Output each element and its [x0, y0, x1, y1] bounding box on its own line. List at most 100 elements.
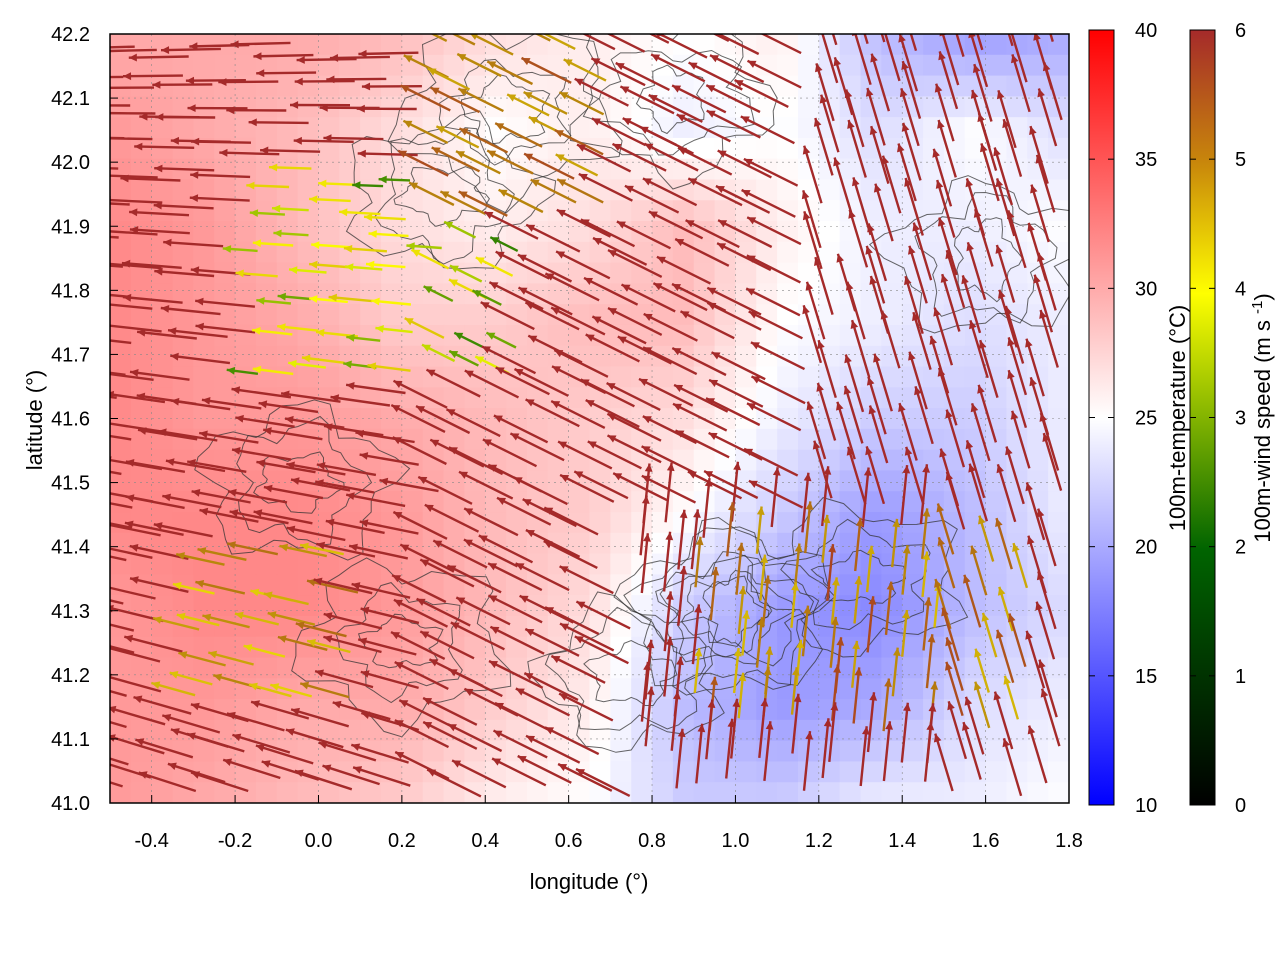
wind-arrow: [962, 721, 982, 780]
temperature-cell: [235, 221, 257, 243]
wind-arrow: [392, 436, 447, 466]
temperature-cell: [276, 54, 299, 77]
temperature-cell: [631, 615, 653, 638]
temperature-cell: [276, 657, 299, 679]
temperature-cell: [756, 761, 778, 783]
temperature-cell: [818, 782, 841, 803]
temperature-cell: [235, 782, 257, 803]
wind-arrow: [801, 472, 812, 533]
wind-arrow: [828, 702, 839, 763]
wind-arrow: [575, 767, 631, 797]
temperature-cell: [464, 75, 486, 97]
wind-arrow: [965, 439, 986, 499]
temperature-cell: [506, 615, 528, 638]
temperature-cell: [589, 615, 611, 638]
temperature-cell: [381, 345, 403, 368]
wind-arrow: [110, 547, 153, 559]
temperature-cell: [839, 719, 862, 742]
wind-arrow: [706, 301, 762, 331]
wind-arrow: [110, 599, 124, 605]
temperature-cell: [401, 761, 424, 783]
temperature-cell: [797, 34, 820, 56]
x-tick-label: -0.2: [218, 830, 252, 852]
temperature-cell: [255, 262, 278, 284]
temperature-cell: [964, 366, 987, 388]
temperature-cell: [485, 761, 507, 783]
temperature-cell: [297, 137, 320, 160]
temperature-cell: [506, 75, 528, 97]
wind-arrow: [891, 518, 901, 568]
temperature-cell: [381, 179, 403, 201]
wind-arrow: [402, 119, 449, 144]
wind-arrow: [963, 574, 982, 628]
wind-arrow: [624, 184, 680, 214]
temperature-cell: [860, 96, 882, 118]
temperature-cell: [818, 428, 841, 451]
wind-arrow: [671, 347, 727, 377]
temperature-cell: [464, 221, 486, 243]
temperature-cell: [610, 595, 632, 617]
y-tick-label: 41.8: [51, 280, 90, 302]
temperature-cell: [881, 179, 903, 201]
wind-arrow: [868, 405, 889, 464]
wind-arrow: [430, 86, 481, 114]
temperature-cell: [568, 595, 591, 617]
wind-arrow: [976, 34, 984, 51]
temperature-cell: [339, 636, 361, 659]
wind-arrow: [581, 34, 616, 51]
temperature-cell: [964, 96, 987, 118]
wind-arrow: [487, 562, 543, 592]
temperature-cell: [443, 428, 466, 451]
wind-arrow: [424, 503, 480, 533]
temperature-cell: [443, 366, 466, 388]
wind-arrow: [488, 659, 544, 689]
temperature-cell: [985, 595, 1008, 617]
temperature-cell: [151, 719, 174, 742]
wind-arrow: [677, 146, 733, 176]
wind-arrow: [640, 661, 651, 722]
temperature-cell: [318, 200, 340, 222]
temperature-cell: [443, 387, 466, 409]
temperature-cell: [381, 408, 403, 430]
wind-arrow: [352, 766, 411, 787]
wind-arrow: [170, 397, 231, 411]
wind-arrow: [968, 463, 989, 522]
wind-arrow: [110, 555, 127, 562]
wind-arrow: [978, 339, 999, 398]
wind-arrow: [325, 518, 385, 535]
temperature-cell: [589, 158, 611, 181]
temperature-cell: [193, 553, 215, 575]
wind-arrow: [850, 319, 871, 378]
wind-arrow: [663, 636, 674, 697]
temperature-cell: [297, 241, 320, 264]
wind-arrow: [591, 315, 647, 345]
temperature-cell: [631, 262, 653, 284]
temperature-cell: [485, 512, 507, 534]
wind-arrow: [486, 60, 534, 86]
temperature-cell: [797, 761, 820, 783]
wind-arrow: [367, 362, 411, 372]
wind-arrow: [316, 541, 376, 558]
temperature-cell: [110, 678, 132, 700]
wind-arrow: [230, 40, 291, 49]
wind-arrow: [267, 611, 316, 626]
wind-arrow: [253, 52, 314, 61]
wind-arrow: [705, 397, 761, 427]
temperature-cell: [568, 324, 591, 347]
temperature-cell: [756, 636, 778, 659]
temperature-cell: [756, 408, 778, 430]
temperature-cell: [1048, 366, 1069, 388]
wind-arrow: [400, 84, 451, 112]
wind-arrow: [110, 689, 127, 697]
temperature-cell: [902, 574, 924, 596]
temperature-cell: [1048, 324, 1069, 347]
temperature-cell: [568, 75, 591, 97]
temperature-cell: [172, 699, 194, 721]
temperature-cell: [568, 241, 591, 264]
temperature-cell: [1006, 34, 1028, 56]
wind-arrow: [865, 446, 886, 505]
wind-arrow: [900, 464, 911, 525]
wind-arrow: [530, 178, 577, 204]
wind-arrow: [359, 519, 419, 535]
wind-arrow: [191, 489, 251, 504]
